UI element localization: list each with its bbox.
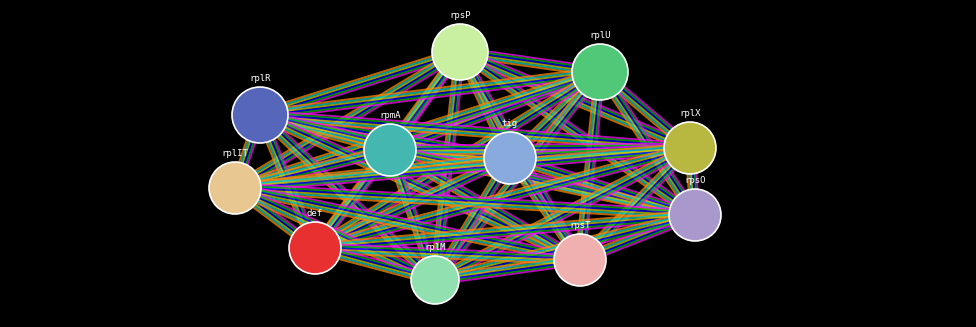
Circle shape — [411, 256, 459, 304]
Text: rpsO: rpsO — [684, 176, 706, 185]
Text: def: def — [306, 209, 323, 218]
Text: rplU: rplU — [590, 31, 611, 40]
Circle shape — [484, 132, 536, 184]
Circle shape — [364, 124, 416, 176]
Text: rplM: rplM — [425, 243, 446, 252]
Circle shape — [572, 44, 628, 100]
Circle shape — [432, 24, 488, 80]
Text: rpsT: rpsT — [569, 221, 590, 230]
Text: rplIT: rplIT — [222, 149, 249, 158]
Circle shape — [232, 87, 288, 143]
Circle shape — [554, 234, 606, 286]
Circle shape — [664, 122, 716, 174]
Text: rplR: rplR — [249, 74, 270, 83]
Text: rpmA: rpmA — [380, 111, 401, 120]
Circle shape — [669, 189, 721, 241]
Text: rplX: rplX — [679, 109, 701, 118]
Circle shape — [209, 162, 261, 214]
Text: tig: tig — [502, 119, 518, 128]
Circle shape — [289, 222, 341, 274]
Text: rpsP: rpsP — [449, 11, 470, 20]
